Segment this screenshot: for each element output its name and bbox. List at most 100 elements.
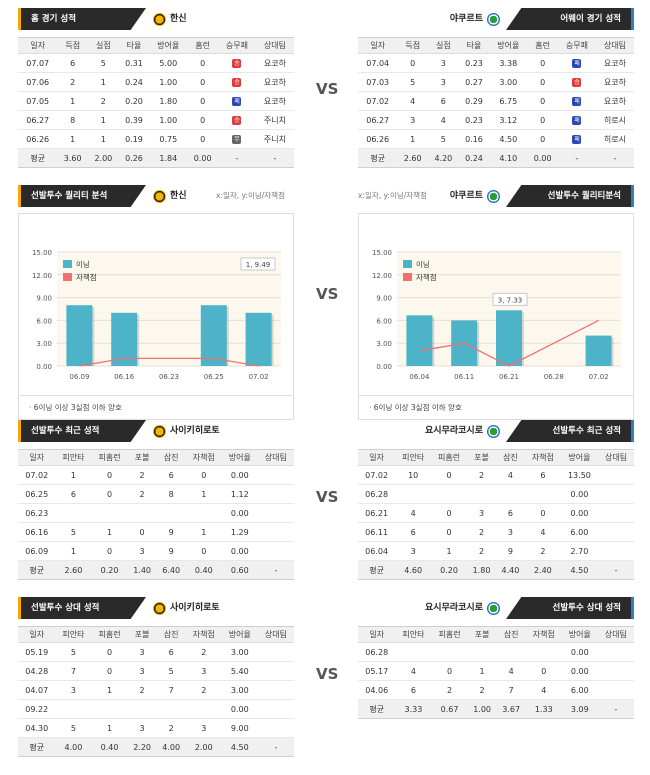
recent-right-title: 선발투수 최근 성적 <box>506 420 634 442</box>
column-header: 삼진 <box>495 449 525 466</box>
table-cell: 1.00 <box>149 72 188 92</box>
recent-left-panel: 선발투수 최근 성적 사이키히로토 일자 피안타 피홈런 포볼 삼진 자책점 방어율 상대팀 0… <box>18 420 294 580</box>
table-cell: 3 <box>127 642 157 662</box>
table-row: 06.21 4 0 3 6 0 0.00 <box>358 503 634 523</box>
table-cell: 9 <box>156 522 186 542</box>
table-cell: 0 <box>431 661 468 681</box>
table-cell <box>467 642 497 662</box>
table-cell: 2 <box>467 680 497 700</box>
table-cell: 0 <box>431 465 468 485</box>
average-cell: 평균 <box>358 148 398 168</box>
away-record-panel: 야쿠르트 어웨이 경기 성적 일자 득점 실점 타율 방어율 홈런 승무패 상대팀 07.04 0… <box>358 8 634 168</box>
average-cell: 3.67 <box>496 699 526 719</box>
table-cell: 1 <box>91 680 128 700</box>
table-cell <box>467 484 496 504</box>
table-cell: 3 <box>127 661 157 681</box>
column-header: 상대팀 <box>595 37 634 54</box>
average-cell: - <box>257 560 294 580</box>
quality-right-panel: x:일자, y:이닝/자책점 야쿠르트 선발투수 퀄리티분석 0.00 3.00 6… <box>358 185 634 420</box>
table-row: 06.23 0.00 <box>18 503 294 523</box>
average-cell: 1.84 <box>149 148 188 168</box>
table-cell: 6.00 <box>561 680 598 700</box>
average-cell: 4.50 <box>560 560 599 580</box>
table-cell <box>127 503 157 523</box>
recent-right-pitcher: 요시무라코시로 <box>425 420 500 442</box>
average-cell: 0.40 <box>91 737 128 757</box>
average-cell: 2.00 <box>185 737 222 757</box>
vs-label: VS <box>316 665 339 683</box>
table-row: 07.06 2 1 0.24 1.00 0 승 요코하 <box>18 72 294 92</box>
table-row: 07.03 5 3 0.27 3.00 0 승 요코하 <box>358 72 634 92</box>
table-cell: 4.50 <box>489 129 528 149</box>
recent-left-title: 선발투수 최근 성적 <box>18 420 146 442</box>
annotation-text: 3, 7.33 <box>498 296 523 304</box>
table-cell: 5 <box>55 522 92 542</box>
away-team-label: 야쿠르트 <box>450 8 500 30</box>
average-cell: 0.00 <box>527 148 558 168</box>
average-cell: 4.40 <box>495 560 525 580</box>
table-cell: 9 <box>495 541 525 561</box>
win-result-icon: 승 <box>232 59 242 68</box>
average-cell: 3.09 <box>561 699 598 719</box>
table-row: 04.30 5 1 3 2 3 9.00 <box>18 718 294 738</box>
loss-result-icon: 패 <box>572 97 582 106</box>
table-cell: 5.40 <box>221 661 258 681</box>
table-cell: 0.00 <box>560 503 599 523</box>
table-cell: 0 <box>527 53 558 73</box>
table-cell: 04.06 <box>358 680 396 700</box>
opp-left-title: 선발투수 상대 성적 <box>18 597 146 619</box>
table-cell: 요코하 <box>595 53 634 73</box>
y-tick-label: 3.00 <box>36 340 52 348</box>
result-cell: 무 <box>217 129 256 149</box>
plot-area <box>57 252 281 366</box>
table-cell: 2 <box>156 718 186 738</box>
table-cell: 1 <box>88 110 119 130</box>
average-cell: 3.60 <box>57 148 89 168</box>
tiger-logo-icon <box>153 189 166 203</box>
table-cell: 0.29 <box>458 91 490 111</box>
table-cell <box>91 503 128 523</box>
table-cell: 7 <box>156 680 186 700</box>
average-cell: 3.33 <box>395 699 432 719</box>
table-cell: 0.23 <box>458 110 490 130</box>
recent-right-panel: 요시무라코시로 선발투수 최근 성적 일자 피안타 피홈런 포볼 삼진 자책점 방어율 상대팀… <box>358 420 634 580</box>
recent-left-pitcher: 사이키히로토 <box>153 420 220 442</box>
inning-bar <box>406 315 433 366</box>
table-cell: 07.05 <box>18 91 58 111</box>
column-header: 방어율 <box>561 626 598 643</box>
table-cell: 0.00 <box>221 503 258 523</box>
column-header: 피안타 <box>55 449 92 466</box>
average-cell: 1.33 <box>525 699 562 719</box>
table-cell: 0 <box>187 53 218 73</box>
average-cell: 0.24 <box>458 148 490 168</box>
average-cell: 0.67 <box>431 699 468 719</box>
table-cell <box>597 680 634 700</box>
x-tick-label: 06.09 <box>69 373 89 381</box>
column-header: 타율 <box>458 37 490 54</box>
y-tick-label: 6.00 <box>376 317 392 325</box>
table-row: 07.05 1 2 0.20 1.80 0 패 요코하 <box>18 91 294 111</box>
table-row: 06.27 8 1 0.39 1.00 0 승 주니치 <box>18 110 294 130</box>
table-cell: 3 <box>55 680 92 700</box>
average-cell: - <box>217 148 256 168</box>
table-cell <box>55 699 92 719</box>
table-row: 06.11 6 0 2 3 4 6.00 <box>358 522 634 542</box>
table-cell <box>127 699 157 719</box>
table-cell: 요코하 <box>595 72 634 92</box>
table-cell <box>257 465 294 485</box>
average-cell: 2.40 <box>524 560 561 580</box>
table-cell: 3.00 <box>221 680 258 700</box>
table-cell <box>257 718 294 738</box>
result-cell: 패 <box>217 91 256 111</box>
table-cell: 07.07 <box>18 53 58 73</box>
x-tick-label: 06.23 <box>159 373 179 381</box>
table-cell: 0 <box>91 484 128 504</box>
table-cell: 1 <box>467 661 497 681</box>
table-cell: 0 <box>527 91 558 111</box>
table-cell: 3 <box>428 72 459 92</box>
table-cell: 0 <box>91 541 128 561</box>
draw-result-icon: 무 <box>232 135 242 144</box>
loss-result-icon: 패 <box>572 135 582 144</box>
result-cell: 승 <box>217 53 256 73</box>
table-cell: 2 <box>467 465 496 485</box>
